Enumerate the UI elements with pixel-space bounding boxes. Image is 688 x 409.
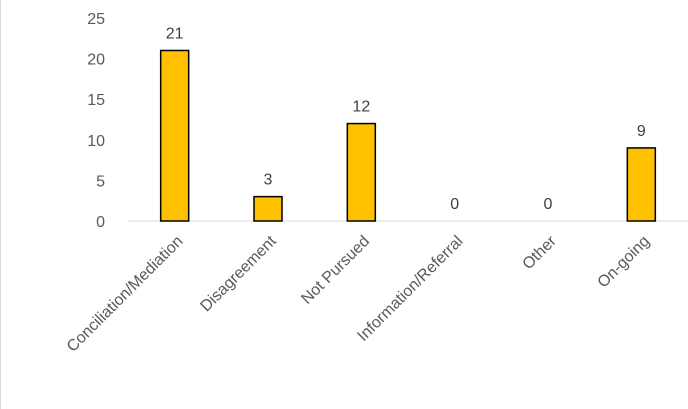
y-tick-label: 5 bbox=[96, 173, 105, 190]
bar bbox=[159, 49, 190, 222]
data-label: 3 bbox=[264, 172, 273, 189]
category-label: Disagreement bbox=[197, 232, 280, 315]
y-tick-label: 0 bbox=[96, 214, 105, 231]
category-label: Information/Referral bbox=[354, 233, 466, 345]
y-tick-label: 10 bbox=[87, 133, 105, 150]
category-label: Conciliation/Mediation bbox=[64, 233, 187, 356]
data-label: 0 bbox=[450, 196, 459, 213]
bar bbox=[626, 147, 657, 222]
y-tick-label: 20 bbox=[87, 52, 105, 69]
category-label: On-going bbox=[595, 233, 654, 292]
y-axis: 0 5 10 15 20 25 bbox=[87, 11, 105, 231]
x-axis-categories: Conciliation/Mediation Disagreement Not Pu… bbox=[64, 232, 653, 355]
data-label: 0 bbox=[544, 196, 553, 213]
category-label: Other bbox=[520, 232, 561, 273]
data-label: 12 bbox=[352, 99, 370, 116]
bar bbox=[253, 195, 283, 222]
data-label: 21 bbox=[166, 25, 184, 42]
y-tick-label: 15 bbox=[87, 92, 105, 109]
y-tick-label: 25 bbox=[87, 11, 105, 28]
bars bbox=[159, 49, 657, 222]
data-label: 9 bbox=[637, 123, 646, 140]
bar bbox=[346, 122, 377, 222]
data-labels: 21 3 12 0 0 9 bbox=[166, 25, 646, 213]
category-label: Not Pursued bbox=[298, 233, 373, 308]
